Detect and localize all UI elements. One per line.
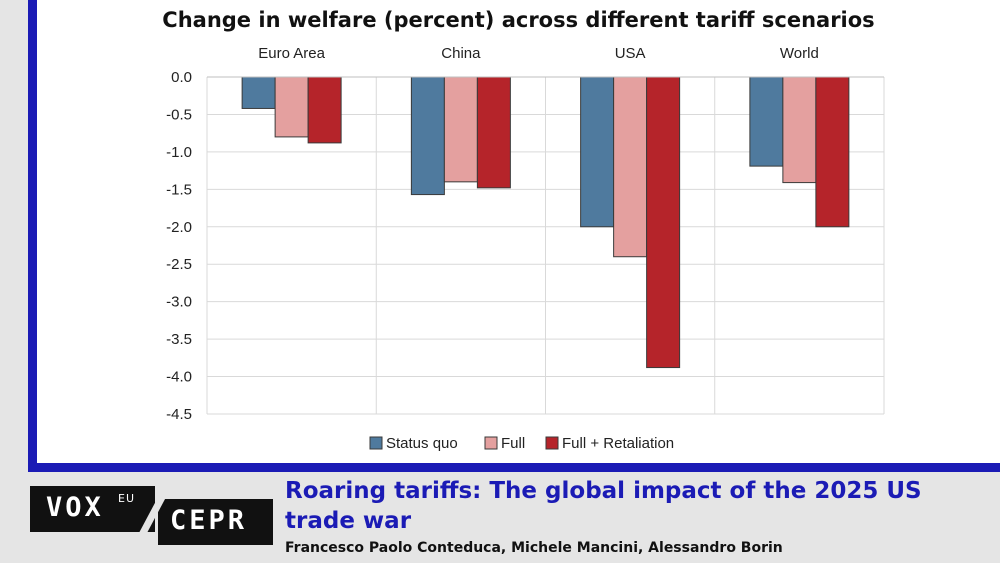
legend-label: Full + Retaliation [562,435,674,452]
y-tick-label: -3.5 [166,331,192,348]
y-tick-label: -1.0 [166,144,192,161]
legend-label: Full [501,435,525,452]
legend-swatch [484,436,498,450]
bar [241,76,276,109]
chart-title: Change in welfare (percent) across diffe… [162,8,875,32]
bar [443,76,478,183]
bar [410,76,445,196]
y-tick-label: -2.5 [166,256,192,273]
y-tick-label: -4.5 [166,406,192,423]
bar [646,76,681,369]
vox-logo-text: VOX [46,492,104,523]
y-tick-label: 0.0 [171,69,192,86]
category-label: USA [615,45,646,62]
frame-border-left [28,0,37,470]
article-authors: Francesco Paolo Conteduca, Michele Manci… [285,540,783,556]
bar [613,76,648,258]
cepr-logo-text: CEPR [170,505,248,536]
bar-chart: 0.0 -0.5 -1.0 -1.5 -2.0 -2.5 -3.0 -3.5 -4.0 -4.5 E… [166,45,885,452]
y-tick-label: -4.0 [166,369,192,386]
eu-logo-text: EU [118,492,136,505]
vox-logo-box[interactable] [30,486,155,532]
bar [476,76,511,189]
bar [274,76,309,138]
bar [782,76,817,184]
y-tick-label: -0.5 [166,106,192,123]
bar [749,76,784,167]
legend-label: Status quo [386,435,458,452]
category-label: China [441,45,481,62]
category-label: Euro Area [258,45,325,62]
bar [307,76,342,144]
y-tick-label: -3.0 [166,294,192,311]
legend-swatch [369,436,383,450]
bar [815,76,850,228]
frame-border-bottom [28,463,1000,472]
bar [580,76,615,228]
article-title[interactable]: Roaring tariffs: The global impact of th… [285,478,922,534]
y-tick-label: -1.5 [166,181,192,198]
category-label: World [780,45,819,62]
y-tick-label: -2.0 [166,219,192,236]
cepr-logo-box[interactable] [158,499,273,545]
legend-swatch [545,436,559,450]
